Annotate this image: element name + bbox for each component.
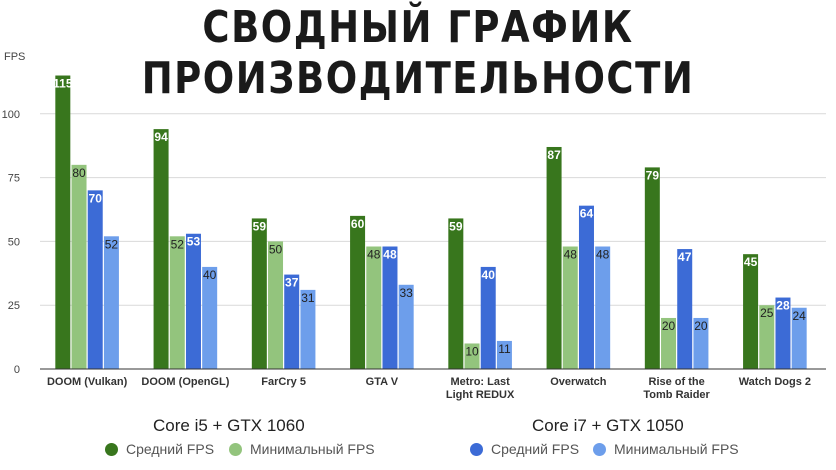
legend-group-i7-title: Core i7 + GTX 1050 (532, 416, 684, 435)
bar (268, 241, 284, 369)
x-tick-label: Metro: Last (450, 376, 510, 388)
legend-label-i7-min: Минимальный FPS (614, 441, 739, 457)
data-label: 52 (105, 237, 119, 251)
data-label: 47 (678, 250, 692, 264)
data-label: 79 (646, 168, 660, 182)
data-label: 45 (744, 255, 758, 269)
bar (791, 307, 807, 369)
data-label: 48 (596, 248, 610, 262)
legend-dot-i7-min (593, 442, 606, 456)
bar (562, 246, 578, 369)
bar (366, 246, 382, 369)
data-label: 40 (203, 268, 217, 282)
bar (464, 343, 480, 369)
x-tick-label: Rise of the (649, 376, 705, 388)
y-tick-label: 25 (8, 300, 20, 312)
data-label: 20 (662, 319, 676, 333)
bar (546, 146, 562, 369)
bar (677, 249, 693, 369)
bar (103, 236, 119, 369)
data-label: 60 (351, 217, 365, 231)
legend-label-i7-avg: Средний FPS (491, 441, 580, 457)
data-label: 80 (72, 166, 86, 180)
y-tick-label: 50 (8, 236, 20, 248)
bar (448, 218, 464, 369)
bar (251, 218, 267, 369)
y-tick-label: 75 (8, 173, 20, 185)
bar (480, 266, 496, 369)
legend-label-i5-min: Минимальный FPS (250, 441, 375, 457)
y-tick-label: 100 (2, 109, 20, 121)
data-label: 59 (449, 219, 463, 233)
data-label: 10 (465, 344, 479, 358)
bar (55, 75, 71, 370)
bar (578, 205, 594, 369)
bar (759, 305, 775, 369)
data-label: 48 (367, 248, 381, 262)
x-tick-label: Light REDUX (446, 389, 515, 401)
bar (185, 233, 201, 369)
legend-item-i5-avg[interactable]: Средний FPS (105, 441, 214, 457)
data-label: 20 (694, 319, 708, 333)
data-label: 31 (301, 291, 315, 305)
data-label: 28 (776, 299, 790, 313)
data-label: 48 (564, 248, 578, 262)
data-label: 37 (285, 276, 299, 290)
legend-item-i5-min[interactable]: Минимальный FPS (229, 441, 375, 457)
legend-group-i5-title: Core i5 + GTX 1060 (153, 416, 305, 435)
data-label: 11 (498, 342, 511, 356)
data-label: 48 (383, 248, 397, 262)
bar (87, 190, 103, 369)
legend-item-i7-avg[interactable]: Средний FPS (470, 441, 579, 457)
bar (693, 317, 709, 369)
x-tick-label: FarCry 5 (261, 376, 306, 388)
bar (350, 215, 366, 369)
legend-item-i7-min[interactable]: Минимальный FPS (593, 441, 739, 457)
bar (775, 297, 791, 369)
data-label: 24 (792, 309, 806, 323)
bar (382, 246, 398, 369)
y-axis-label: FPS (4, 51, 25, 63)
data-label: 40 (482, 268, 496, 282)
bar (71, 164, 87, 369)
x-tick-label: Tomb Raider (643, 389, 710, 401)
data-label: 50 (269, 242, 283, 256)
bar (398, 284, 414, 369)
bar (300, 289, 316, 369)
x-tick-label: Overwatch (550, 376, 607, 388)
x-tick-label: GTA V (366, 376, 399, 388)
bar (169, 236, 185, 369)
data-label: 64 (580, 207, 594, 221)
data-label: 70 (89, 191, 103, 205)
x-tick-label: Watch Dogs 2 (739, 376, 811, 388)
data-label: 53 (187, 235, 201, 249)
data-label: 87 (547, 148, 561, 162)
bar (153, 129, 169, 369)
data-label: 25 (760, 306, 774, 320)
bar (496, 340, 512, 369)
bar (202, 266, 218, 369)
bar (644, 167, 660, 369)
legend-dot-i5-avg (105, 442, 118, 456)
bar (284, 274, 300, 369)
bar (661, 317, 677, 369)
data-label: 115 (53, 77, 73, 91)
data-label: 33 (399, 286, 413, 300)
legend-dot-i5-min (229, 442, 242, 456)
bar (595, 246, 611, 369)
x-tick-label: DOOM (OpenGL) (141, 376, 229, 388)
data-label: 59 (253, 219, 267, 233)
data-label: 52 (171, 237, 185, 251)
data-label: 94 (154, 130, 168, 144)
legend-dot-i7-avg (470, 442, 483, 456)
x-tick-label: DOOM (Vulkan) (47, 376, 128, 388)
bar (743, 254, 759, 369)
legend-label-i5-avg: Средний FPS (126, 441, 215, 457)
chart-title: СВОДНЫЙ ГРАФИК ПРОИЗВОДИТЕЛЬНОСТИ (141, 2, 695, 104)
y-tick-label: 0 (14, 364, 20, 376)
